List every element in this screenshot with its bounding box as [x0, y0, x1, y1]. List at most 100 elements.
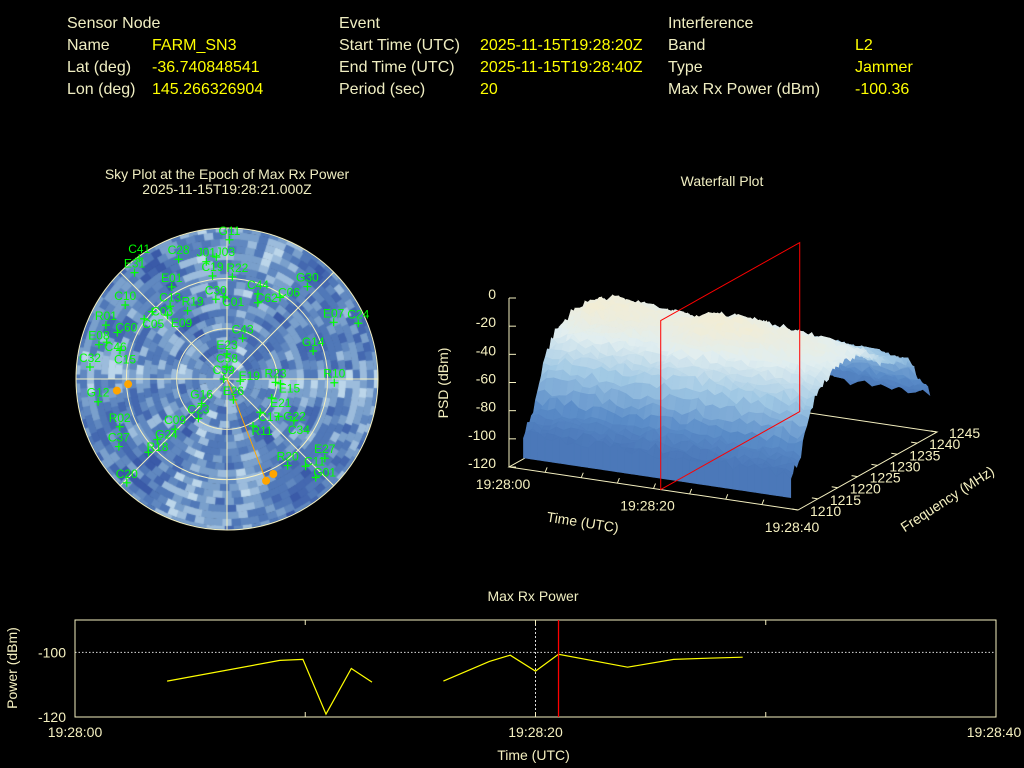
- surface-skirt: [761, 466, 770, 495]
- surface-skirt: [580, 445, 589, 468]
- satellite-marker-icon: [121, 301, 130, 310]
- time-tick: [653, 483, 656, 489]
- satellite-label: C15: [114, 352, 136, 366]
- satellite-marker-icon: [309, 347, 318, 356]
- satellite-c32: C32: [79, 351, 101, 372]
- satellite-label: C06: [278, 285, 300, 299]
- satellite-marker-icon: [197, 399, 206, 408]
- surface-skirt: [703, 461, 712, 487]
- satellite-label: G24: [155, 428, 178, 442]
- lon-label: Lon (deg): [67, 81, 136, 98]
- satellite-marker-icon: [249, 421, 258, 430]
- satellite-label: C17: [258, 410, 280, 424]
- time-tick-label: 19:28:20: [620, 498, 675, 514]
- satellite-label: C60: [115, 320, 137, 334]
- satellite-c24: C24: [347, 307, 370, 328]
- satellite-marker-icon: [114, 442, 123, 451]
- sky-plot-epoch: 2025-11-15T19:28:21.000Z: [142, 181, 312, 197]
- power-line-segment: [166, 658, 373, 716]
- satellite-label: J03: [216, 245, 236, 259]
- lat-label: Lat (deg): [67, 59, 132, 76]
- surface-skirt: [653, 456, 662, 479]
- psd-tick-label: -40: [476, 342, 496, 358]
- freq-tick: [930, 430, 938, 433]
- satellite-marker-icon: [94, 340, 103, 349]
- satellite-g14: G14: [302, 335, 325, 356]
- satellite-marker-icon: [122, 478, 131, 487]
- satellite-marker-icon: [267, 394, 276, 403]
- time-marker-plane: [660, 241, 801, 491]
- max-power-value: -100.36: [855, 81, 910, 98]
- lat-value: -36.740848541: [152, 59, 260, 76]
- satellite-marker-icon: [102, 338, 111, 347]
- satellite-label: E07: [323, 306, 345, 320]
- satellite-c39: C39: [213, 363, 235, 383]
- time-tick: [761, 499, 765, 505]
- satellite-g22: G22: [274, 409, 306, 423]
- satellite-e15: E15: [276, 379, 300, 396]
- satellite-marker-icon: [275, 293, 284, 302]
- satellite-marker-icon: [301, 462, 310, 471]
- surface-skirt: [696, 461, 705, 486]
- x-axis-title: Time (UTC): [497, 747, 570, 763]
- satellite-e07: E07: [323, 306, 345, 327]
- satellite-label: R18: [146, 440, 168, 454]
- freq-tick: [871, 463, 878, 466]
- satellite-marker-icon: [223, 349, 231, 358]
- lon-value: 145.266326904: [152, 81, 264, 98]
- satellite-marker-icon: [256, 408, 265, 417]
- event-panel: Event Start Time (UTC) End Time (UTC) Pe…: [339, 13, 460, 101]
- freq-tick: [911, 441, 918, 444]
- satellite-label: C39: [213, 363, 235, 377]
- satellite-label: G14: [302, 335, 325, 349]
- satellite-g16: G16: [190, 387, 213, 408]
- satellite-label: C37: [108, 431, 130, 445]
- end-time-label: End Time (UTC): [339, 59, 455, 76]
- satellite-marker-icon: [229, 395, 238, 404]
- freq-tick-label: 1235: [909, 447, 940, 463]
- psd-tick-label: -100: [468, 427, 496, 443]
- satellite-marker-icon: [329, 318, 338, 327]
- satellite-marker-icon: [354, 319, 363, 328]
- psd-tick-label: 0: [488, 286, 496, 302]
- satellite-r10: R10: [323, 367, 346, 387]
- satellite-marker-icon: [253, 298, 262, 307]
- satellite-c10: C10: [114, 289, 137, 310]
- x-tick-label: 19:28:20: [508, 724, 563, 740]
- satellite-e27: E27: [314, 442, 336, 463]
- satellite-marker-icon: [311, 473, 320, 482]
- freq-tick: [811, 497, 818, 500]
- surface-skirt: [739, 463, 748, 492]
- satellite-label: C19: [202, 260, 224, 274]
- surface-skirt: [566, 442, 575, 466]
- satellite-r23: R23: [265, 366, 287, 387]
- interference-panel: Interference Band Type Max Rx Power (dBm…: [668, 13, 820, 101]
- time-tick-label: 19:28:40: [765, 519, 820, 535]
- freq-tick-label: 1210: [810, 503, 841, 519]
- time-tick: [689, 488, 693, 495]
- satellite-label: J01: [197, 246, 217, 260]
- satellite-e01: E01: [161, 271, 183, 291]
- satellite-c58: C58: [216, 351, 238, 372]
- psd-tick-label: -120: [468, 455, 496, 471]
- type-value: Jammer: [855, 59, 913, 76]
- satellite-label: E31: [124, 257, 146, 271]
- satellite-label: C34: [288, 423, 310, 437]
- satellite-label: C58: [216, 351, 238, 365]
- satellite-label: C11: [304, 454, 325, 468]
- satellite-marker-icon: [303, 282, 312, 291]
- psd-tick-label: -80: [476, 399, 496, 415]
- y-axis-title: Power (dBm): [4, 627, 20, 709]
- freq-tick: [791, 508, 799, 511]
- time-tick: [616, 477, 620, 484]
- satellite-c15: C15: [114, 346, 136, 366]
- surface-skirt: [573, 442, 582, 467]
- y-tick-label: -100: [38, 644, 66, 660]
- satellite-c44: C44: [247, 278, 269, 298]
- satellite-label: R11: [251, 424, 272, 438]
- satellite-marker-icon: [220, 292, 229, 301]
- satellite-label: C41: [128, 242, 150, 256]
- satellite-e09: E09: [163, 311, 192, 330]
- surface-skirt: [609, 443, 618, 473]
- sensor-node-values: FARM_SN3 -36.740848541 145.266326904: [152, 35, 263, 101]
